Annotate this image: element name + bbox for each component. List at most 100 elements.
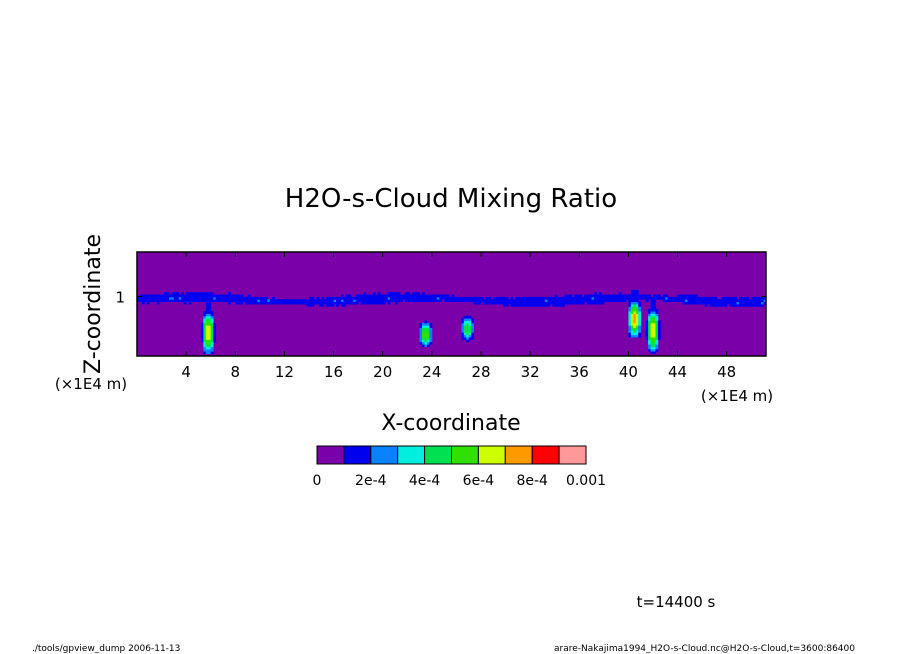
field-cell [466,320,470,324]
field-cell [205,334,209,338]
field-cell [721,296,725,300]
field-cell [746,304,750,307]
field-cell [176,299,180,303]
field-cell [682,296,686,300]
field-cell [210,311,214,314]
field-cell [254,299,258,303]
field-cell [495,301,499,305]
field-cell [544,304,548,307]
field-cell [328,299,332,303]
field-cell [645,299,649,303]
field-cell [677,299,681,303]
field-cell [584,296,588,300]
field-cell [633,311,637,314]
field-cell [456,296,460,300]
field-cell [380,296,384,300]
field-cell [350,296,354,300]
field-cell [746,301,750,305]
field-cell [468,315,472,319]
field-cell [387,301,391,305]
footer-right: arare-Nakajima1994_H2O-s-Cloud.nc@H2O-s-… [554,644,855,654]
field-cell [697,296,701,300]
field-cell [652,315,656,319]
colorbar-swatch [504,445,533,465]
field-cell [616,296,619,300]
field-cell [208,327,212,331]
field-cell [716,304,720,307]
field-cell [205,346,209,350]
field-cell [589,301,592,305]
field-cell [422,334,425,338]
field-cell [463,325,467,329]
field-cell [704,296,708,300]
field-cell [581,299,585,303]
field-cell [245,301,248,305]
field-cell [758,296,762,300]
field-cell [645,327,649,331]
field-cell [343,296,347,300]
field-cell [630,318,634,321]
field-cell [537,301,541,305]
field-cell [144,296,148,300]
field-cell [721,304,725,307]
field-cell [208,341,212,345]
field-cell [613,299,617,303]
field-cell [630,308,634,312]
field-cell [289,299,293,303]
field-cell [628,332,632,336]
field-cell [178,299,182,303]
field-cell [331,304,334,307]
field-cell [756,296,760,300]
field-cell [422,294,425,298]
field-cell [404,294,408,298]
field-cell [466,330,470,333]
field-cell [340,294,344,298]
field-cell [205,337,209,340]
field-cell [687,301,691,305]
field-cell [682,299,686,303]
field-cell [195,292,199,295]
field-cell [650,322,654,326]
field-cell [308,296,312,300]
field-cell [343,301,347,305]
field-cell [144,294,148,298]
field-cell [628,334,632,338]
field-cell [306,299,310,303]
field-cell [417,294,420,298]
field-cell [200,337,204,340]
field-cell [156,294,160,298]
field-cell [471,327,475,331]
field-cell [763,296,766,300]
field-cell [652,344,656,347]
field-cell [650,337,654,340]
field-cell [724,296,728,300]
field-cell [203,313,207,317]
field-cell [559,301,563,305]
field-cell [655,339,659,343]
field-cell [210,346,214,350]
field-cell [176,292,180,295]
field-cell [652,334,656,338]
y-axis-unit: (×1E4 m) [55,375,127,393]
field-cell [431,296,435,300]
field-cell [424,320,428,324]
field-cell [173,296,177,300]
field-cell [638,306,642,310]
field-cell [527,301,531,305]
colorbar-swatch [558,445,587,465]
field-cell [308,299,312,303]
field-cell [213,337,217,340]
field-cell [181,296,185,300]
field-cell [168,299,172,303]
field-cell [205,332,209,336]
field-cell [424,344,428,347]
field-cell [623,296,627,300]
field-cell [394,294,398,298]
field-cell [510,304,514,307]
field-cell [515,304,519,307]
field-cell [461,337,465,340]
field-cell [473,296,477,300]
field-cell [566,296,570,300]
field-cell [208,299,212,303]
field-cell [630,311,634,314]
